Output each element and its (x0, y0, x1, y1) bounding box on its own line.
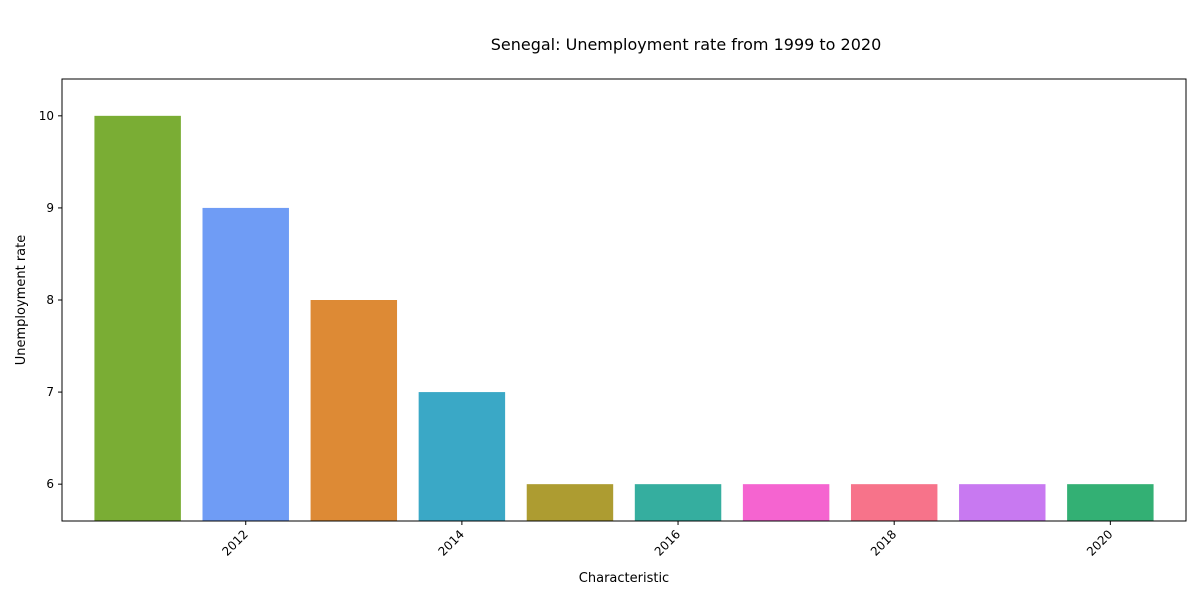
bar-2014 (418, 392, 506, 521)
bar-2012 (202, 207, 289, 521)
x-tick-label: 2016 (652, 527, 683, 558)
bar-2016 (634, 484, 722, 521)
x-tick-label: 2020 (1084, 527, 1115, 558)
chart-title: Senegal: Unemployment rate from 1999 to … (491, 35, 882, 54)
bar-2015 (526, 484, 614, 521)
bar-2019 (959, 484, 1046, 521)
x-axis: 2012 2014 2016 2018 2020 (219, 521, 1115, 559)
bar-2011 (94, 115, 181, 521)
y-axis: 6 7 8 9 10 (39, 109, 62, 491)
x-tick-label: 2012 (219, 527, 250, 558)
y-tick-label: 6 (46, 477, 54, 491)
y-axis-title: Unemployment rate (14, 235, 29, 365)
bars-group (94, 115, 1154, 521)
y-tick-label: 8 (46, 293, 54, 307)
bar-2018 (850, 484, 938, 521)
bar-2020 (1067, 484, 1154, 521)
x-tick-label: 2018 (868, 527, 899, 558)
x-axis-title: Characteristic (579, 571, 669, 586)
y-tick-label: 9 (46, 201, 54, 215)
y-tick-label: 7 (46, 385, 54, 399)
bar-2013 (310, 300, 398, 521)
x-tick-label: 2014 (436, 527, 467, 558)
bar-2017 (742, 484, 830, 521)
y-tick-label: 10 (39, 109, 54, 123)
